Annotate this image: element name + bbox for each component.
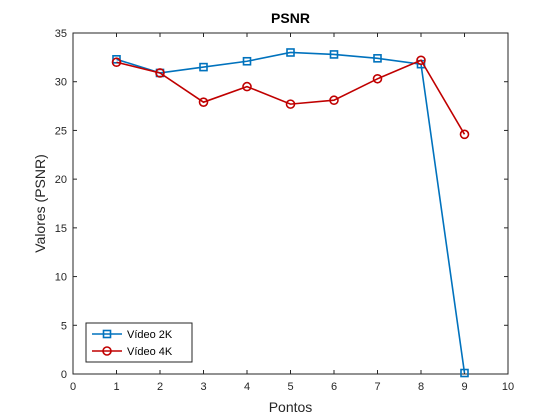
data-point-circle-s2-p6 [329,95,339,106]
y-tick-label: 0 [61,369,67,381]
data-point-square-s1-p4 [242,56,252,66]
data-point-square-s1-p5 [286,48,295,57]
x-tick-label: 3 [200,381,206,393]
x-tick-label: 7 [374,381,380,393]
y-tick-label: 35 [55,28,67,40]
series-line-2 [116,59,466,135]
data-point-square-s1-p6 [329,50,339,59]
x-tick-label: 9 [461,381,467,393]
x-tick-label: 4 [244,381,250,393]
y-tick-label: 15 [55,223,67,235]
legend: Vídeo 2K Vídeo 4K [85,322,193,363]
y-tick-label: 10 [55,272,67,284]
x-tick-label: 10 [502,381,514,393]
data-point-square-slegend1-p0 [102,329,112,339]
data-point-circle-s2-p1 [111,57,122,68]
data-point-square-s1-p9 [460,368,469,378]
y-tick-label: 20 [55,174,67,186]
x-tick-label: 8 [418,381,424,393]
data-point-circle-s2-p7 [372,73,383,84]
legend-box [85,322,193,363]
chart-title: PSNR [271,10,310,26]
y-axis-label: Valores (PSNR) [32,154,48,253]
legend-label-2: Vídeo 4K [127,346,173,358]
x-tick-label: 5 [287,381,293,393]
data-point-circle-s2-p3 [198,97,209,107]
x-axis-label: Pontos [269,399,313,415]
data-point-circle-s2-p9 [459,129,470,140]
x-tick-label: 6 [331,381,337,393]
y-tick-label: 25 [55,125,67,137]
data-point-circle-s2-p2 [155,68,165,78]
data-point-circle-s2-p4 [242,81,252,92]
data-point-square-s1-p3 [199,62,208,72]
data-point-circle-slegend2-p0 [102,346,112,356]
data-point-circle-s2-p8 [416,55,426,66]
data-point-square-s1-p7 [373,54,382,63]
legend-label-1: Vídeo 2K [127,329,173,341]
x-tick-label: 1 [113,381,119,393]
x-tick-label: 2 [157,381,163,393]
series-line-1 [116,51,466,374]
y-tick-label: 30 [55,77,67,89]
x-tick-label: 0 [70,381,76,393]
series-layer [111,48,470,378]
y-tick-label: 5 [61,320,67,332]
series-2 [111,55,470,140]
axis-ticks: 0 1 2 3 4 5 6 7 8 9 10 0 5 10 15 20 25 30 35 [55,28,514,393]
data-point-circle-s2-p5 [285,99,296,109]
plot-area [72,32,509,375]
